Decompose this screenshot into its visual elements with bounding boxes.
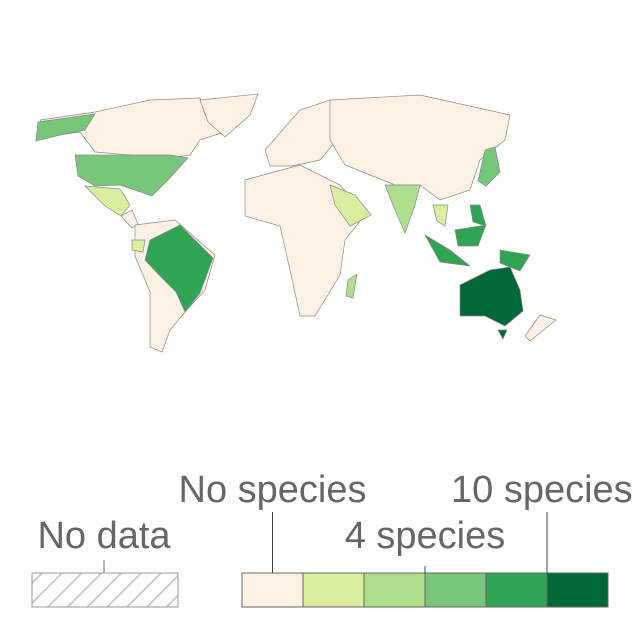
legend-swatch [302,572,365,608]
country [432,204,449,227]
country [74,154,189,197]
no-data-swatch [31,572,179,608]
country [454,224,487,247]
world-map [35,93,557,353]
legend-swatch [424,572,487,608]
country [469,204,487,227]
country [477,146,501,187]
country [39,97,231,159]
legend-label: 10 species [451,469,633,511]
legend-label: No species [179,469,367,511]
country [424,234,472,267]
legend-swatch [485,572,548,608]
legend-label: 4 species [345,515,506,557]
legend-swatch [241,572,304,608]
country [384,184,421,234]
legend-swatch [546,572,609,608]
country [131,239,146,253]
country [329,184,372,227]
country [459,266,524,327]
country [199,93,259,138]
country [499,249,531,272]
country [144,224,214,313]
country [524,314,557,342]
country [497,329,508,340]
legend-swatch [363,572,426,608]
country [120,209,139,229]
country [35,113,96,142]
no-data-label: No data [37,515,171,557]
country [329,94,511,201]
country [345,273,358,299]
country [84,185,131,217]
country [264,99,346,167]
